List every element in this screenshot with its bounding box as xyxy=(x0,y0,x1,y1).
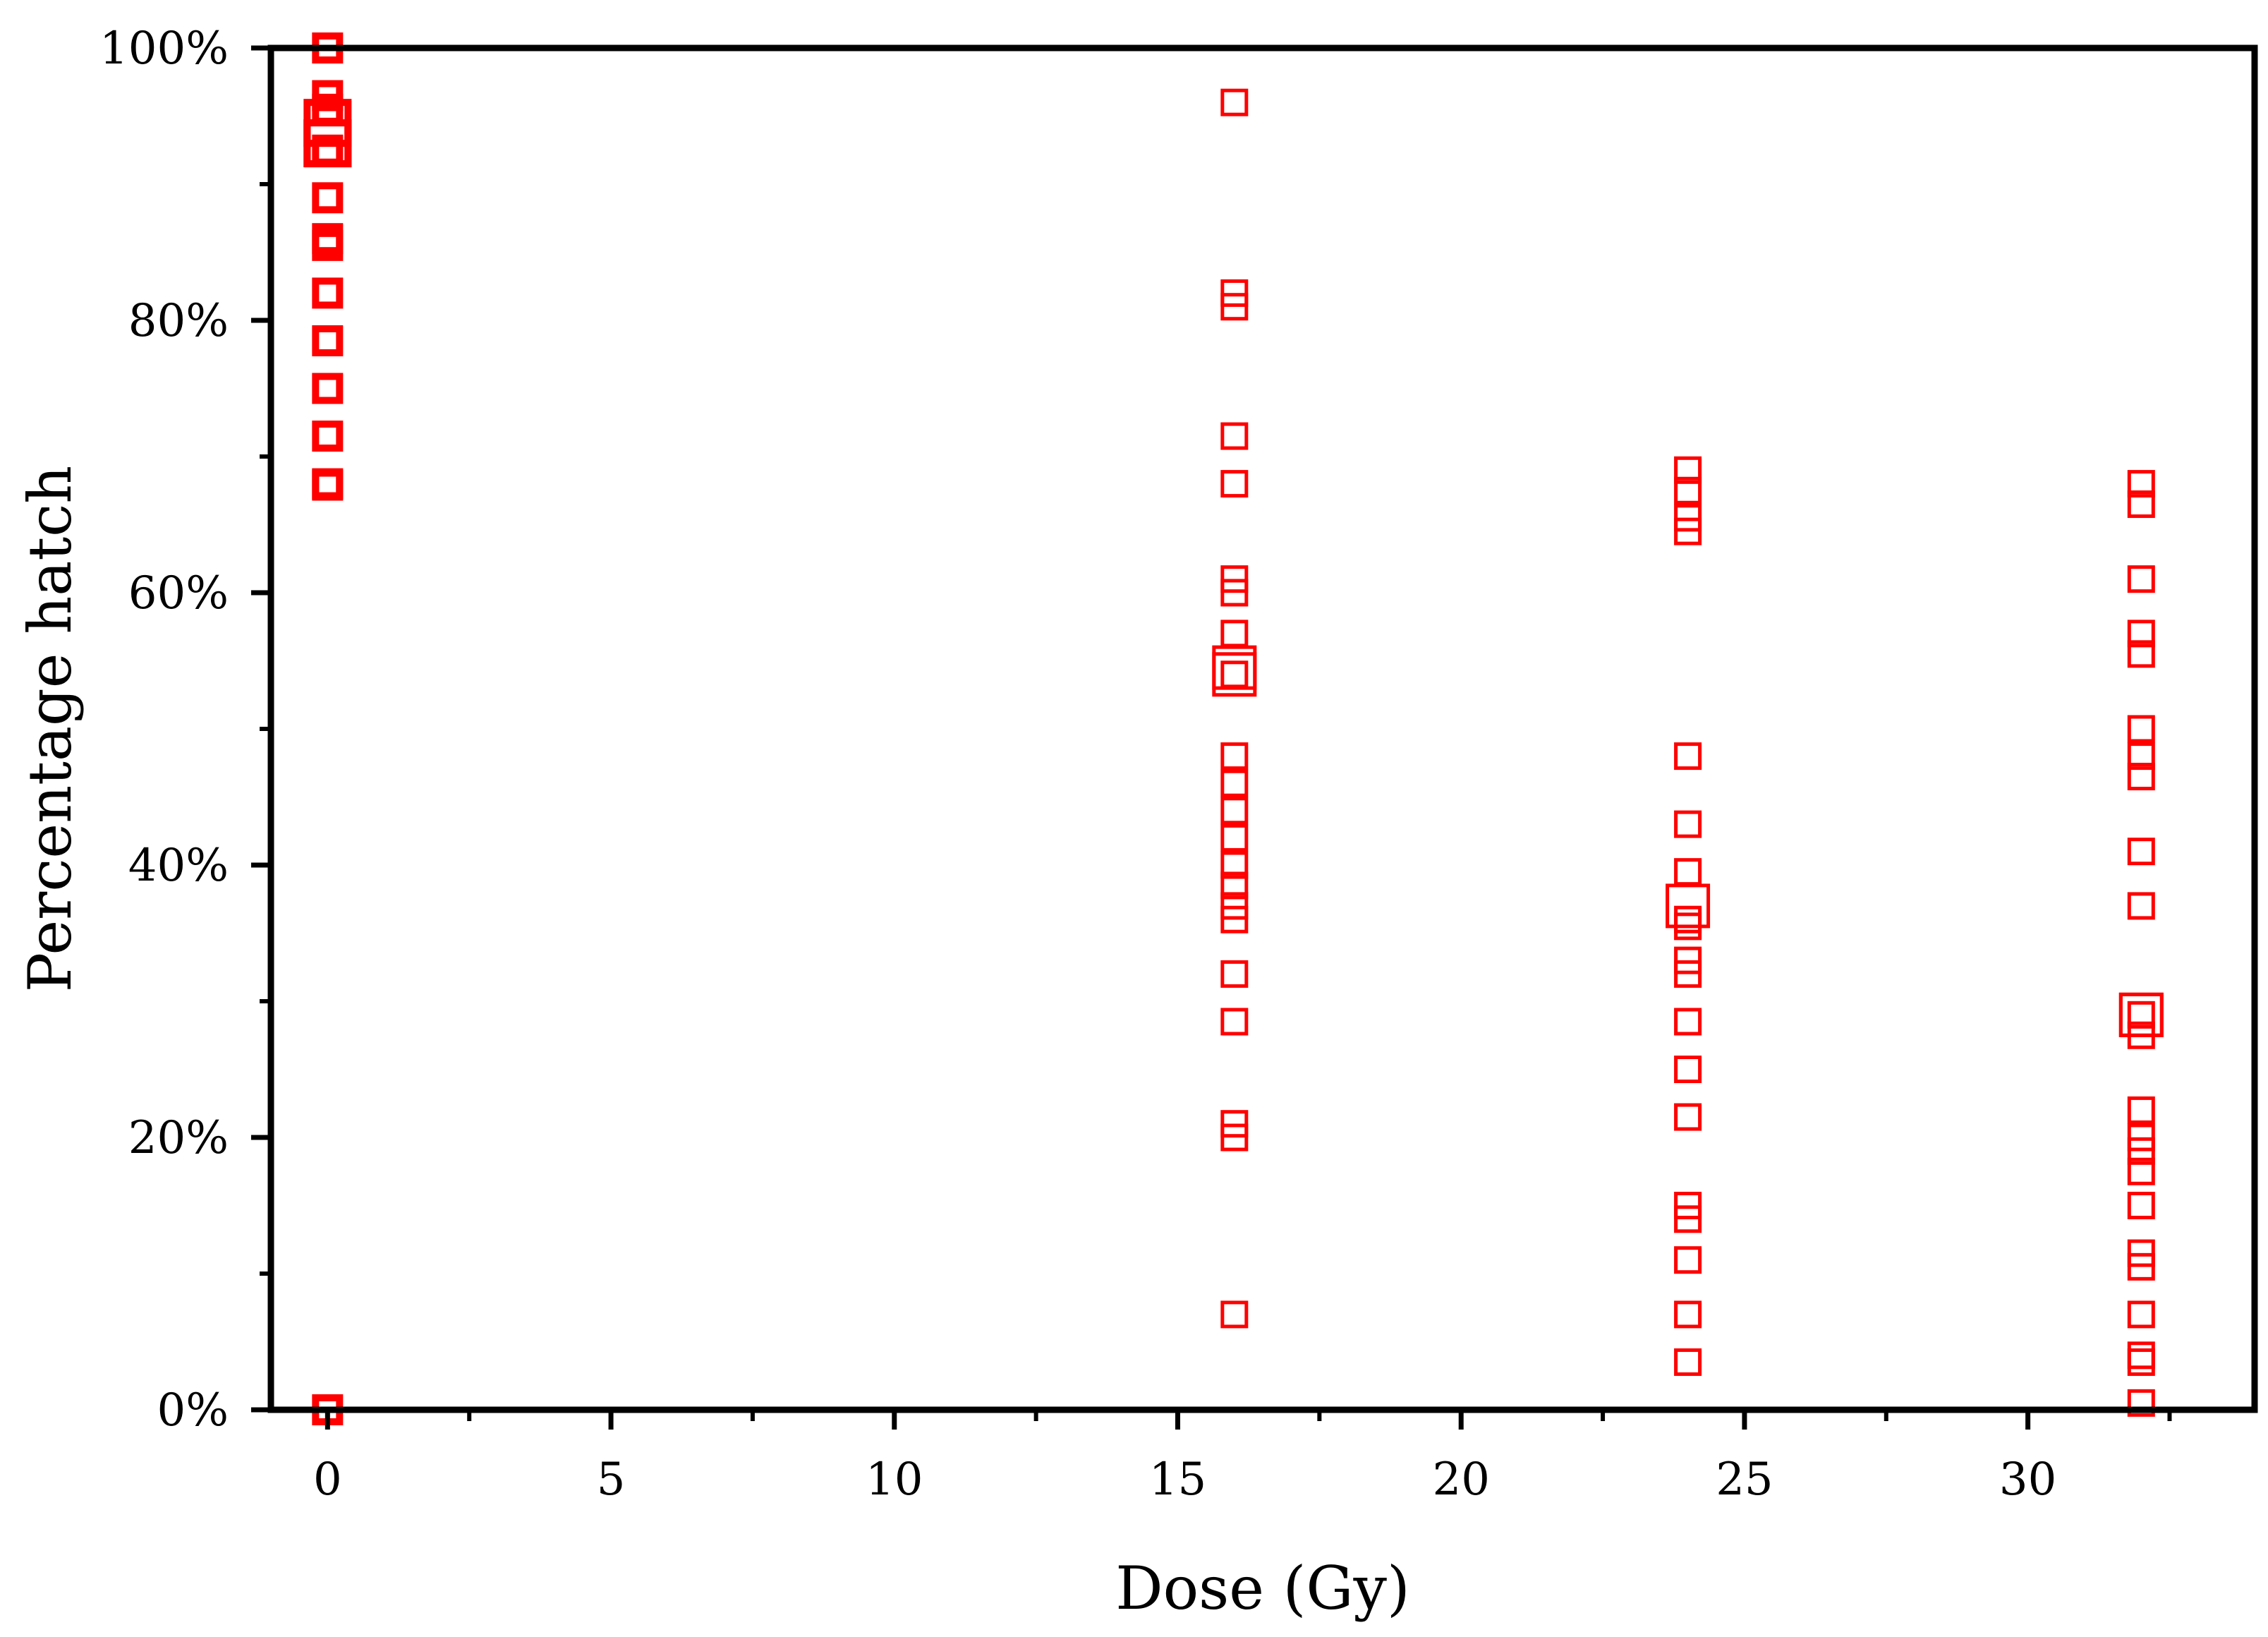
data-point xyxy=(2127,1389,2155,1417)
x-tick-label: 0 xyxy=(313,1454,342,1506)
data-point xyxy=(1674,1056,1702,1083)
data-point xyxy=(2127,1001,2155,1029)
data-point xyxy=(1220,660,1249,689)
data-point xyxy=(1674,960,1702,988)
y-tick-label: 100% xyxy=(99,23,229,75)
data-point xyxy=(1674,476,1702,505)
data-point xyxy=(1220,960,1249,988)
data-point xyxy=(1674,742,1702,771)
data-point xyxy=(312,134,344,166)
x-axis: 0 5 10 15 20 25 30 xyxy=(313,1410,2172,1506)
data-point xyxy=(1674,1300,1702,1329)
data-point xyxy=(1220,293,1249,321)
data-point xyxy=(2127,715,2155,743)
data-point xyxy=(2127,1192,2155,1219)
data-point xyxy=(2127,892,2155,920)
x-tick-label: 5 xyxy=(597,1454,626,1506)
data-point xyxy=(312,229,344,261)
y-tick-label: 0% xyxy=(157,1384,229,1437)
data-point xyxy=(2127,1137,2155,1165)
data-point xyxy=(1674,858,1702,886)
data-point xyxy=(1674,1008,1702,1036)
data-point xyxy=(312,469,344,501)
data-point xyxy=(1220,1123,1249,1152)
data-point xyxy=(1212,652,1257,697)
data-point xyxy=(1674,456,1702,484)
data-point xyxy=(1220,88,1249,116)
data-point xyxy=(1220,905,1249,934)
data-point xyxy=(1674,517,1702,545)
data-point xyxy=(312,421,344,452)
data-point xyxy=(2118,992,2164,1037)
data-point xyxy=(312,325,344,356)
data-point xyxy=(1674,1246,1702,1274)
data-point xyxy=(1220,823,1249,852)
data-point xyxy=(2127,763,2155,791)
data-point xyxy=(2127,490,2155,519)
data-point xyxy=(2127,1341,2155,1370)
data-point xyxy=(2127,1252,2155,1281)
x-axis-title: Dose (Gy) xyxy=(1115,1554,1410,1623)
data-point xyxy=(1220,797,1249,825)
y-axis-title: Percentage hatch xyxy=(16,466,85,993)
data-point xyxy=(2127,565,2155,593)
x-tick-label: 25 xyxy=(1716,1454,1773,1506)
data-point xyxy=(1220,1300,1249,1329)
data-point xyxy=(2127,1096,2155,1124)
data-point xyxy=(2127,1300,2155,1329)
data-point xyxy=(1220,1008,1249,1036)
y-tick-label: 40% xyxy=(128,840,229,892)
data-point xyxy=(1220,742,1249,771)
data-point xyxy=(2127,838,2155,866)
y-tick-label: 20% xyxy=(128,1112,229,1164)
data-point xyxy=(1220,579,1249,607)
x-tick-label: 20 xyxy=(1432,1454,1489,1506)
data-point xyxy=(1674,1103,1702,1131)
data-point xyxy=(2127,1348,2155,1376)
data-point xyxy=(1220,422,1249,450)
data-point xyxy=(2127,1157,2155,1185)
data-point xyxy=(2127,620,2155,648)
x-tick-label: 10 xyxy=(866,1454,923,1506)
data-point xyxy=(2127,470,2155,498)
data-point xyxy=(1674,1205,1702,1233)
y-axis: 0% 20% 40% 60% 80% 100% xyxy=(99,23,271,1437)
plot-frame xyxy=(267,44,2258,1413)
data-point xyxy=(1220,851,1249,879)
data-point xyxy=(2127,742,2155,771)
data-point xyxy=(2127,640,2155,668)
x-tick-label: 30 xyxy=(1999,1454,2056,1506)
y-tick-label: 60% xyxy=(128,567,229,620)
data-point xyxy=(1220,620,1249,648)
data-points xyxy=(303,32,2164,1425)
data-point xyxy=(1666,883,1711,929)
data-point xyxy=(1220,769,1249,797)
data-point xyxy=(1674,810,1702,838)
data-point xyxy=(312,277,344,309)
data-point xyxy=(1220,470,1249,498)
data-point xyxy=(2118,992,2164,1037)
y-tick-label: 80% xyxy=(128,295,229,347)
data-point xyxy=(1674,1348,1702,1376)
x-tick-label: 15 xyxy=(1149,1454,1206,1506)
data-point xyxy=(312,373,344,404)
data-point xyxy=(312,182,344,214)
data-point xyxy=(1220,871,1249,900)
